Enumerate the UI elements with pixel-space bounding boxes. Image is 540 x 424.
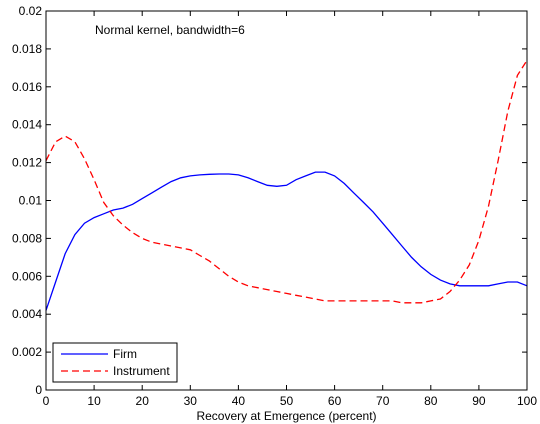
legend-label-firm: Firm: [113, 347, 137, 361]
x-tick-label: 20: [136, 394, 150, 408]
y-tick-label: 0.014: [12, 118, 42, 132]
ticks-layer: 0 10 20 30 40 50 60 70 80 90 100 0 0.002 0.004 0.006 0.…: [12, 4, 537, 408]
y-tick-label: 0.01: [19, 194, 43, 208]
x-tick-label: 70: [376, 394, 390, 408]
y-tick-label: 0.012: [12, 156, 42, 170]
x-tick-label: 100: [517, 394, 537, 408]
x-tick-label: 60: [328, 394, 342, 408]
y-tick-label: 0.002: [12, 345, 42, 359]
x-tick-label: 90: [472, 394, 486, 408]
series-line-firm: [45, 171, 528, 311]
x-tick-label: 40: [232, 394, 246, 408]
y-tick-label: 0.008: [12, 231, 42, 245]
y-tick-label: 0.016: [12, 80, 42, 94]
series-line-instrument: [45, 59, 528, 304]
y-tick-label: 0.018: [12, 42, 42, 56]
chart-annotation: Normal kernel, bandwidth=6: [95, 23, 245, 37]
legend-label-instrument: Instrument: [113, 364, 170, 378]
x-axis-label: Recovery at Emergence (percent): [196, 409, 376, 423]
legend-box: [52, 342, 178, 383]
x-tick-label: 10: [87, 394, 101, 408]
x-tick-label: 30: [184, 394, 198, 408]
y-tick-label: 0: [35, 383, 42, 397]
y-tick-label: 0.004: [12, 307, 42, 321]
y-tick-label: 0.02: [19, 4, 43, 18]
x-tick-label: 0: [43, 394, 50, 408]
x-tick-label: 80: [424, 394, 438, 408]
legend: Firm Instrument: [52, 342, 178, 383]
x-tick-label: 50: [280, 394, 294, 408]
series-layer: [45, 59, 528, 311]
y-tick-label: 0.006: [12, 269, 42, 283]
